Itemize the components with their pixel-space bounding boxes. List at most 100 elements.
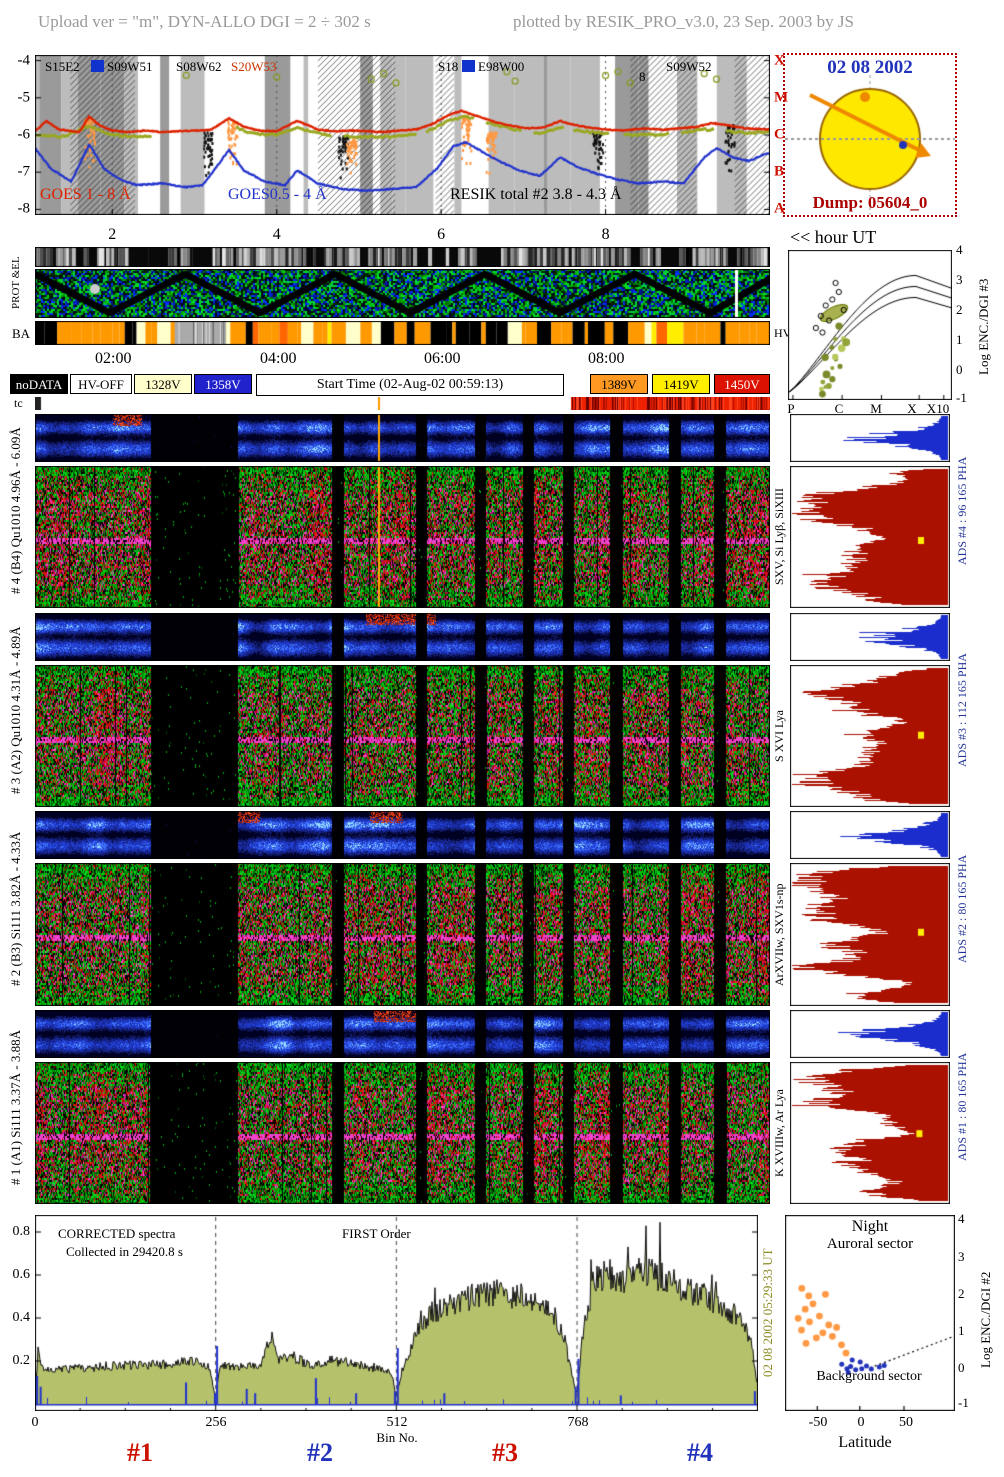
ads-histogram-ch1 <box>790 1062 950 1204</box>
ads-pha-label-ch3: ADS #3 : 112 165 PHA <box>955 653 969 767</box>
flare-label: S20W53 <box>231 59 277 74</box>
flare-class-swatch <box>91 60 104 72</box>
sun-disk-panel <box>783 53 957 217</box>
legend-chip-1389v: 1389V <box>590 374 648 394</box>
hv-label: HV <box>774 326 792 340</box>
ads-pha-label-ch4: ADS #4 : 96 165 PHA <box>955 456 969 566</box>
goes-xtick: 8 <box>601 226 610 243</box>
goes-class-letter: A <box>774 200 785 217</box>
goes-ytick: -5 <box>17 89 31 106</box>
flare-label: S09W51 <box>107 59 153 74</box>
first-order-xtick: M <box>870 401 882 416</box>
bin-no-label: Bin No. <box>376 1430 418 1445</box>
night-ytick: 1 <box>958 1323 965 1338</box>
night-xtick: -50 <box>808 1415 828 1430</box>
spectrogram-ch3-main <box>35 665 770 807</box>
goes-series-label: GOES 1 - 8 Å <box>40 186 131 203</box>
goes-series-label: GOES0.5 - 4 Å <box>228 186 327 203</box>
first-order-ytick: 3 <box>956 272 963 287</box>
tc-strip <box>35 397 770 410</box>
channel-label-ch3: # 3 (A2) Qu1010 4.31Å - 4.89Å <box>8 626 23 794</box>
spectrogram-ch1-fluor <box>35 1010 770 1058</box>
ads-histogram-ch2 <box>790 863 950 1006</box>
orbit-zigzag-strip <box>35 269 770 318</box>
flare-class-swatch <box>462 60 475 72</box>
latitude-label: Latitude <box>838 1434 892 1451</box>
night-auroral-scatter-plot <box>785 1215 955 1411</box>
ba-label: BA <box>12 326 31 341</box>
time-axis-label: 04:00 <box>260 350 297 367</box>
goes-ytick: -4 <box>17 52 31 69</box>
goes-class-letter: X <box>774 52 785 69</box>
flare-label: E98W00 <box>478 59 525 74</box>
tc-label: tc <box>14 396 23 410</box>
time-axis-label: 02:00 <box>95 350 132 367</box>
first-order-ylabel: Log ENC./DGI #3 <box>976 278 991 376</box>
night-ytick: -1 <box>958 1395 969 1410</box>
spectrogram-ch2-main <box>35 863 770 1006</box>
channel-label-ch4: # 4 (B4) Qu1010 4.96Å - 6.09Å <box>8 427 23 595</box>
hour-ut-label: << hour UT <box>790 227 877 247</box>
header-left: Upload ver = "m", DYN-ALLO DGI = 2 ÷ 302… <box>38 12 371 31</box>
first-order-ytick: 2 <box>956 302 963 317</box>
first-order-ytick: -1 <box>956 390 967 405</box>
spectrogram-ch3-fluor <box>35 613 770 661</box>
goes-class-letter: M <box>774 89 789 106</box>
bottom-xtick: 0 <box>31 1415 39 1430</box>
line-id-label-ch1: K XVIIIw, Ar Lya <box>772 1089 786 1177</box>
line-id-label-ch2: ArXVIIw, SXV1s-np <box>772 883 786 986</box>
night-ylabel: Log ENC./DGI #2 <box>978 1271 993 1369</box>
bottom-ytick: 0.8 <box>12 1224 31 1239</box>
bottom-first-order-label: FIRST Order <box>342 1226 411 1241</box>
first-order-scatter-plot <box>788 250 952 400</box>
legend-chip-nodata: noDATA <box>10 374 68 394</box>
goes-class-letter: B <box>774 163 785 180</box>
bottom-xtick: 768 <box>567 1415 589 1430</box>
time-axis-label: 06:00 <box>424 350 461 367</box>
night-xtick: 50 <box>899 1415 913 1430</box>
flare-label: S18 <box>438 59 459 74</box>
legend-chip-1419v: 1419V <box>652 374 710 394</box>
ads-pha-label-ch1: ADS #1 : 80 165 PHA <box>955 1052 969 1162</box>
pha-histogram-ch1 <box>790 1010 950 1058</box>
flare-label: S09W52 <box>666 59 712 74</box>
flare-label: 8 <box>639 69 646 84</box>
bottom-ytick: 0.6 <box>12 1267 31 1282</box>
pha-histogram-ch4 <box>790 414 950 462</box>
night-xtick: 0 <box>857 1415 865 1430</box>
flare-label: S08W62 <box>176 59 222 74</box>
proton-electron-strip <box>35 247 770 267</box>
goes-ytick: -7 <box>17 163 31 180</box>
first-order-ytick: 0 <box>956 362 963 377</box>
channel-label-ch1: # 1 (A1) Si111 3.37Å - 3.88Å <box>8 1029 23 1185</box>
goes-class-letter: C <box>774 126 785 143</box>
channel-label-ch2: # 2 (B3) Si111 3.82Å - 4.33Å <box>8 831 23 986</box>
night-title: Night <box>851 1218 889 1235</box>
spectrogram-ch1-main <box>35 1062 770 1204</box>
ba-hv-strip <box>35 321 770 345</box>
goes-ytick: -6 <box>17 126 31 143</box>
goes-flux-plot <box>35 55 770 215</box>
legend-chip-hv-off: HV-OFF <box>70 374 132 394</box>
first-order-xtick: X10 <box>926 401 950 416</box>
line-id-label-ch3: S XVI Lya <box>772 710 786 762</box>
flare-label: S15E2 <box>45 59 80 74</box>
goes-xtick: 2 <box>108 226 117 243</box>
bottom-timestamp: 02 08 2002 05:29:33 UT <box>760 1248 775 1378</box>
line-id-label-ch4: SXV, Si Lyβ, SiXIII <box>772 488 786 586</box>
goes-xtick: 4 <box>272 226 281 243</box>
sun-date: 02 08 2002 <box>827 57 913 78</box>
first-order-xtick: P <box>787 401 795 416</box>
sun-disk-canvas <box>785 55 955 215</box>
bottom-ytick: 0.2 <box>12 1353 31 1368</box>
night-ytick: 2 <box>958 1286 965 1301</box>
first-order-xtick: X <box>907 401 917 416</box>
time-axis-label: 08:00 <box>588 350 625 367</box>
auroral-sector-label: Auroral sector <box>826 1236 914 1252</box>
legend-chip-1328v: 1328V <box>134 374 192 394</box>
first-order-xtick: C <box>834 401 844 416</box>
ads-histogram-ch3 <box>790 665 950 807</box>
pha-histogram-ch3 <box>790 613 950 661</box>
legend-chip-1450v: 1450V <box>714 374 770 394</box>
goes-ytick: -8 <box>17 200 31 217</box>
